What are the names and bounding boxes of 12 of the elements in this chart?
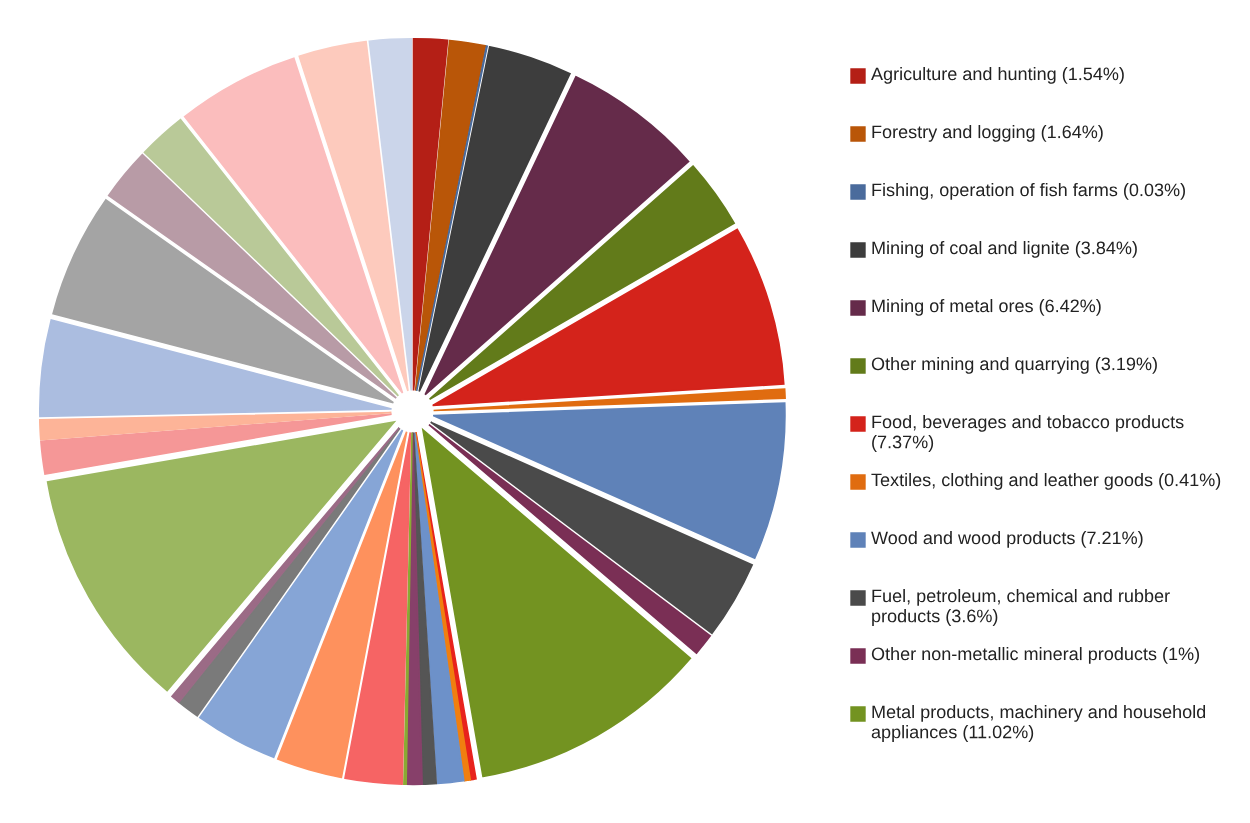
legend-label: Other mining and quarrying (3.19%)	[871, 357, 1157, 374]
legend-label: Metal products, machinery and household appliances (11.02%)	[871, 705, 1206, 742]
legend-label: Other non-metallic mineral products (1%)	[871, 647, 1200, 664]
legend-label: Fishing, operation of fish farms (0.03%)	[872, 183, 1185, 200]
legend-label: Wood and wood products (7.21%)	[871, 531, 1143, 548]
legend-label: Fuel, petroleum, chemical and rubber products (3.6%)	[872, 589, 1170, 626]
legend-label: Food, beverages and tobacco products (7.37%)	[872, 415, 1184, 452]
legend-label: Mining of coal and lignite (3.84%)	[872, 241, 1137, 258]
legend-label: Mining of metal ores (6.42%)	[872, 299, 1101, 316]
legend-label: Agriculture and hunting (1.54%)	[871, 67, 1124, 84]
legend-label: Textiles, clothing and leather goods (0.41%)	[871, 473, 1221, 490]
legend-label: Forestry and logging (1.64%)	[872, 125, 1103, 142]
